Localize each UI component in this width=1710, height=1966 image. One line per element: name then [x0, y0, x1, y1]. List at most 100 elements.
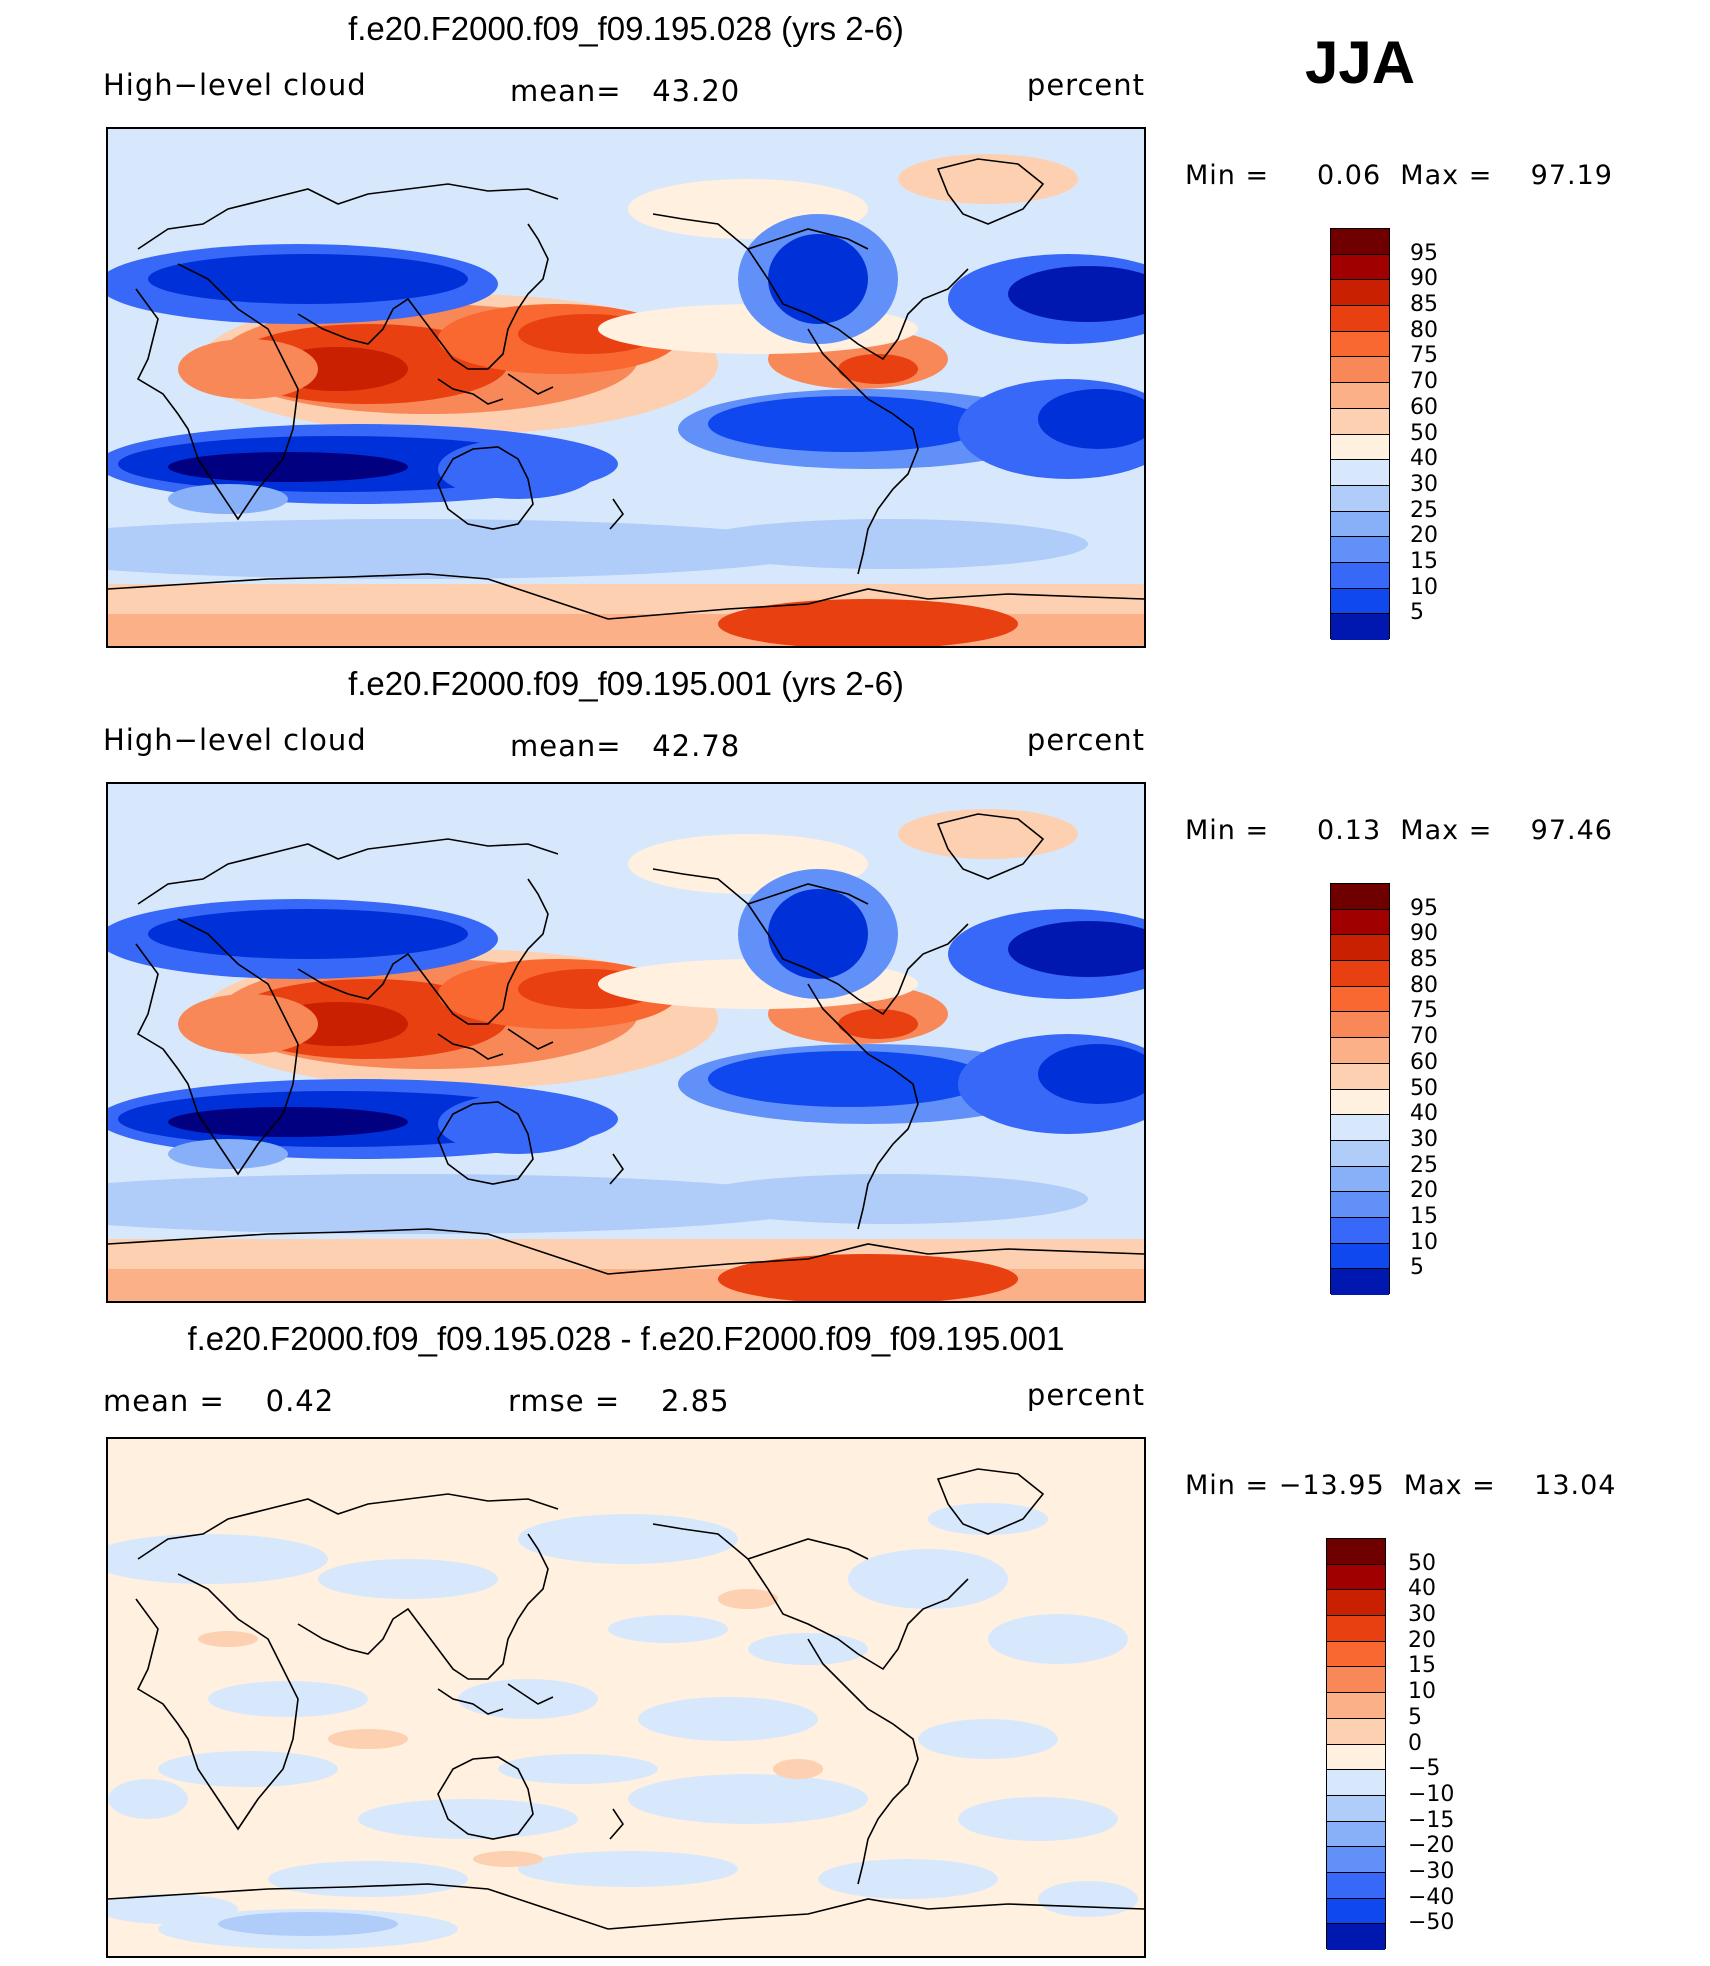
colorbar-tick-label: 85 [1410, 292, 1438, 318]
colorbar-tick-label: 15 [1410, 1203, 1438, 1229]
subtropical-band [688, 519, 1088, 569]
colorbar-tick-label: −10 [1408, 1781, 1455, 1807]
units-label: percent [1026, 68, 1145, 102]
negative-anomaly [608, 1615, 728, 1643]
positive-anomaly [328, 1729, 408, 1749]
colorbar-segment [1327, 1795, 1385, 1822]
colorbar-tick-label: 30 [1408, 1602, 1436, 1628]
negative-anomaly [988, 1614, 1128, 1664]
colorbar-segment [1331, 1217, 1389, 1244]
negative-anomaly [1038, 1881, 1138, 1917]
colorbar-segment [1327, 1924, 1385, 1950]
coastline [135, 263, 299, 521]
colorbar-tick-label: 40 [1408, 1576, 1436, 1602]
coastline [747, 228, 869, 250]
units-label: percent [1026, 723, 1145, 757]
coastline [137, 838, 559, 905]
colorbar-tick-label: 15 [1408, 1653, 1436, 1679]
colorbar-segment [1331, 1243, 1389, 1270]
negative-anomaly [358, 1799, 578, 1839]
coastline [437, 446, 534, 530]
coastline [936, 158, 1045, 225]
colorbar-segment [1331, 1063, 1389, 1090]
panel-title: f.e20.F2000.f09_f09.195.028 (yrs 2-6) [348, 10, 904, 47]
coastline [135, 918, 299, 1176]
colorbar-tick-label: 5 [1410, 600, 1424, 626]
colorbar-tick-label: 40 [1410, 446, 1438, 472]
negative-anomaly [518, 1514, 738, 1564]
colorbar-segment [1331, 909, 1389, 936]
coastline [297, 223, 549, 370]
coastline [108, 1883, 1144, 1930]
coastline [609, 1153, 625, 1185]
colorbar-tick-label: 25 [1410, 497, 1438, 523]
coastline [297, 1533, 549, 1680]
colorbar-tick-label: 20 [1408, 1627, 1436, 1653]
negative-anomaly [518, 1851, 738, 1887]
positive-anomaly [773, 1759, 823, 1779]
colorbar-segment [1331, 961, 1389, 987]
colorbar-segment [1331, 229, 1389, 255]
australia-dry [438, 439, 598, 499]
coastline [609, 498, 625, 530]
colorbar-tick-label: 85 [1410, 947, 1438, 973]
antarctic-peak [718, 1254, 1018, 1301]
colorbar-segment [1331, 408, 1389, 435]
colorbar-segment [1327, 1821, 1385, 1848]
panel-title: f.e20.F2000.f09_f09.195.028 - f.e20.F200… [187, 1320, 1065, 1357]
coastline [807, 1638, 919, 1885]
coastline [747, 883, 869, 905]
mean-value: 43.20 [652, 74, 741, 108]
colorbar-segment [1331, 884, 1389, 910]
panel-case-001: f.e20.F2000.f09_f09.195.001 (yrs 2-6) Hi… [0, 655, 1710, 1311]
subtropical-band [108, 1174, 828, 1234]
colorbar-tick-label: 10 [1410, 1229, 1438, 1255]
colorbar-segment [1327, 1693, 1385, 1719]
coastline [507, 1028, 554, 1050]
negative-anomaly [108, 1534, 328, 1584]
colorbar-tick-label: −40 [1408, 1884, 1455, 1910]
coastline [652, 213, 969, 361]
colorbar-tick-label: 15 [1410, 548, 1438, 574]
colorbar-segment [1331, 1269, 1389, 1295]
units-label: percent [1026, 1378, 1145, 1412]
south-atlantic-dry [1038, 389, 1144, 449]
negative-anomaly [848, 1549, 1008, 1609]
panel-case-028: f.e20.F2000.f09_f09.195.028 (yrs 2-6) Hi… [0, 0, 1710, 656]
coastline [936, 1468, 1045, 1535]
north-pacific-dry [768, 234, 868, 324]
colorbar-segment [1331, 1140, 1389, 1167]
colorbar-segment [1331, 1038, 1389, 1064]
diff-mean-stat: mean = 0.42 [103, 1384, 334, 1418]
colorbar-tick-label: 20 [1410, 1178, 1438, 1204]
colorbar-tick-label: 25 [1410, 1152, 1438, 1178]
dry-region [148, 254, 468, 304]
colorbar-tick-label: 60 [1410, 1049, 1438, 1075]
coastline [137, 183, 559, 250]
negative-anomaly [218, 1912, 398, 1936]
dry-core [168, 1107, 408, 1137]
africa-region [178, 994, 318, 1054]
colorbar-segment [1327, 1770, 1385, 1796]
colorbar-labels: 95 90 85 80 75 70 60 50 40 30 25 20 15 10 5 [1410, 883, 1490, 1294]
negative-anomaly [208, 1681, 368, 1717]
cloud-map [106, 127, 1146, 648]
colorbar-segment [1327, 1641, 1385, 1668]
colorbar-segment [1331, 562, 1389, 589]
colorbar-tick-label: −20 [1408, 1833, 1455, 1859]
colorbar-segment [1331, 511, 1389, 538]
negative-anomaly [458, 1679, 598, 1719]
coastline [936, 813, 1045, 880]
colorbar-segment [1327, 1718, 1385, 1745]
colorbar-segment [1331, 588, 1389, 615]
colorbar-segment [1331, 306, 1389, 332]
south-pacific-dry [708, 1051, 988, 1107]
colorbar-segment [1331, 537, 1389, 563]
colorbar-tick-label: 10 [1408, 1679, 1436, 1705]
coastline [437, 1033, 504, 1060]
south-pacific-dry [708, 396, 988, 452]
colorbar-segment [1331, 1012, 1389, 1039]
colorbar-labels: 50 40 30 20 15 10 5 0 −5 −10 −15 −20 −30 −40 −50 [1408, 1538, 1488, 1949]
colorbar-segment [1327, 1616, 1385, 1642]
colorbar-tick-label: 40 [1410, 1101, 1438, 1127]
